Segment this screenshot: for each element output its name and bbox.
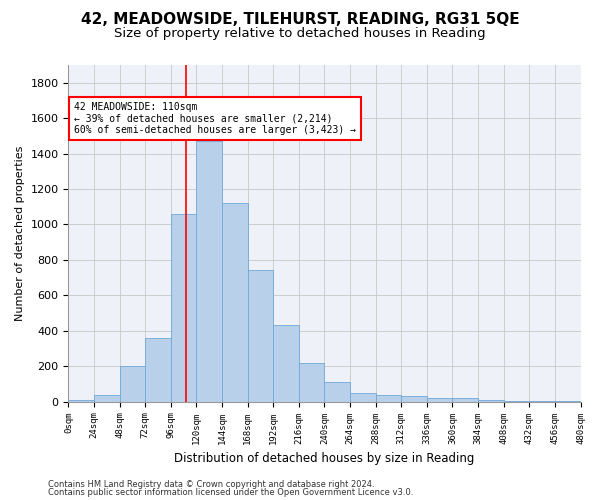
Bar (503, 401, 529, 402)
Bar (555, 401, 580, 402)
Bar (119, 366, 145, 402)
Bar (452, 398, 478, 402)
Bar (376, 394, 401, 402)
Bar (68, 400, 94, 402)
Bar (145, 338, 171, 402)
Bar (273, 324, 299, 402)
X-axis label: Distribution of detached houses by size in Reading: Distribution of detached houses by size … (174, 452, 475, 465)
Bar (529, 401, 555, 402)
Bar (299, 362, 325, 402)
Text: 42 MEADOWSIDE: 110sqm
← 39% of detached houses are smaller (2,214)
60% of semi-d: 42 MEADOWSIDE: 110sqm ← 39% of detached … (74, 102, 356, 136)
Bar (325, 382, 350, 402)
Bar (94, 396, 119, 402)
Text: Size of property relative to detached houses in Reading: Size of property relative to detached ho… (114, 28, 486, 40)
Y-axis label: Number of detached properties: Number of detached properties (15, 146, 25, 321)
Bar (222, 203, 248, 402)
Bar (196, 141, 222, 402)
Bar (478, 400, 503, 402)
Bar (401, 396, 427, 402)
Bar (171, 214, 196, 402)
Bar (350, 393, 376, 402)
Bar (248, 270, 273, 402)
Text: Contains HM Land Registry data © Crown copyright and database right 2024.: Contains HM Land Registry data © Crown c… (48, 480, 374, 489)
Text: Contains public sector information licensed under the Open Government Licence v3: Contains public sector information licen… (48, 488, 413, 497)
Bar (427, 398, 452, 402)
Text: 42, MEADOWSIDE, TILEHURST, READING, RG31 5QE: 42, MEADOWSIDE, TILEHURST, READING, RG31… (80, 12, 520, 28)
